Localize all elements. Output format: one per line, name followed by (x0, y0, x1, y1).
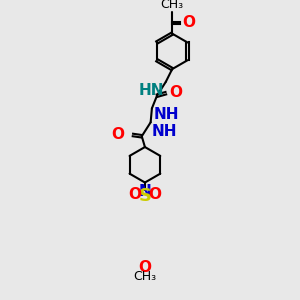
Text: S: S (138, 188, 152, 206)
Text: HN: HN (138, 83, 164, 98)
Text: O: O (182, 15, 195, 30)
Text: O: O (128, 187, 141, 202)
Text: N: N (139, 184, 151, 199)
Text: CH₃: CH₃ (160, 0, 184, 11)
Text: O: O (138, 260, 152, 275)
Text: NH: NH (152, 124, 177, 139)
Text: O: O (111, 127, 124, 142)
Text: O: O (148, 187, 162, 202)
Text: CH₃: CH₃ (134, 270, 157, 283)
Text: NH: NH (153, 107, 179, 122)
Text: O: O (169, 85, 183, 100)
